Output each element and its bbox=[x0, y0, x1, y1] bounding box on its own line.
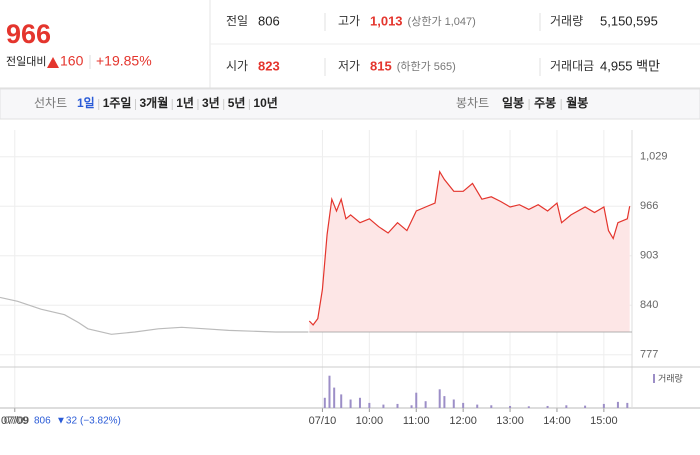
legend-swatch bbox=[653, 374, 655, 383]
tab[interactable]: 5년 bbox=[228, 96, 246, 110]
change-label: 전일대비 bbox=[6, 54, 46, 68]
y-tick-label: 840 bbox=[640, 299, 658, 311]
volume-bar bbox=[415, 392, 418, 408]
stat-value: 806 bbox=[258, 13, 280, 28]
volume-bar bbox=[368, 402, 371, 408]
volume-bar bbox=[323, 397, 326, 408]
tab[interactable]: 1주일 bbox=[103, 96, 132, 110]
volume-bar bbox=[509, 405, 512, 408]
price-line bbox=[0, 296, 309, 335]
x-tick-label: 10:00 bbox=[356, 415, 384, 427]
volume-bar bbox=[616, 401, 619, 408]
volume-bar bbox=[626, 402, 629, 408]
volume-bar bbox=[443, 396, 446, 408]
volume-bar bbox=[438, 389, 441, 408]
stat-value: 4,955 백만 bbox=[600, 58, 660, 73]
volume-bar bbox=[565, 405, 568, 408]
stat-value: 5,150,595 bbox=[600, 13, 658, 28]
y-tick-label: 777 bbox=[640, 349, 658, 361]
x-tick-label: 07/10 bbox=[309, 415, 337, 427]
volume-bar bbox=[476, 404, 479, 408]
area bbox=[309, 171, 630, 332]
stat-label: 거래대금 bbox=[550, 59, 594, 73]
volume-bar bbox=[546, 405, 549, 408]
info-price: 806 bbox=[34, 416, 51, 427]
rate: +19.85% bbox=[96, 53, 152, 69]
volume-bar bbox=[410, 405, 413, 408]
tab[interactable]: 일봉 bbox=[502, 96, 524, 110]
price: 966 bbox=[6, 19, 51, 49]
tab[interactable]: 1일 bbox=[77, 96, 95, 110]
x-tick-label: 15:00 bbox=[590, 415, 618, 427]
volume-bar bbox=[452, 399, 455, 408]
volume-bar bbox=[584, 405, 587, 408]
volume-bar bbox=[333, 387, 336, 408]
change: 160 bbox=[60, 53, 84, 69]
volume-bar bbox=[490, 405, 493, 408]
volume-bar bbox=[462, 402, 465, 408]
tab[interactable]: 3년 bbox=[202, 96, 220, 110]
tab[interactable]: 1년 bbox=[176, 96, 194, 110]
tab[interactable]: 3개월 bbox=[139, 95, 168, 110]
x-tick-label: 07/09 bbox=[1, 415, 29, 427]
volume-bar bbox=[527, 406, 530, 408]
tab-group-label: 봉차트 bbox=[456, 96, 489, 110]
volume-bar bbox=[396, 403, 399, 408]
volume-bar bbox=[382, 404, 385, 408]
stat-label: 저가 bbox=[338, 59, 360, 73]
up-icon bbox=[47, 57, 59, 68]
stat-label: 거래량 bbox=[550, 14, 583, 28]
x-tick-label: 12:00 bbox=[449, 415, 477, 427]
stat-label: 전일 bbox=[226, 14, 248, 28]
x-tick-label: 11:00 bbox=[403, 415, 430, 427]
tab[interactable]: 주봉 bbox=[534, 96, 556, 110]
volume-bar bbox=[602, 403, 605, 408]
y-tick-label: 1,029 bbox=[640, 151, 668, 163]
volume-bar bbox=[358, 397, 361, 408]
legend-label: 거래량 bbox=[658, 372, 683, 383]
stat-value: 815 bbox=[370, 58, 392, 73]
tab[interactable]: 월봉 bbox=[566, 95, 588, 110]
stat-note: (하한가 565) bbox=[397, 59, 456, 73]
y-tick-label: 966 bbox=[640, 200, 658, 212]
info-date: 07/09 bbox=[4, 416, 29, 427]
stat-value: 823 bbox=[258, 58, 280, 73]
volume-bar bbox=[340, 394, 343, 408]
tab-group-label: 선차트 bbox=[34, 96, 67, 110]
x-tick-label: 13:00 bbox=[496, 415, 524, 427]
tab[interactable]: 10년 bbox=[253, 96, 277, 110]
volume-bar bbox=[328, 375, 331, 408]
volume-bar bbox=[424, 401, 427, 408]
stat-value: 1,013 bbox=[370, 13, 403, 28]
x-tick-label: 14:00 bbox=[543, 415, 571, 427]
stat-label: 시가 bbox=[226, 59, 248, 73]
stat-note: (상한가 1,047) bbox=[408, 15, 476, 28]
info-change: ▼32 bbox=[56, 416, 77, 427]
volume-bar bbox=[349, 399, 352, 408]
y-tick-label: 903 bbox=[640, 250, 658, 262]
tab-bar bbox=[0, 88, 700, 120]
stat-label: 고가 bbox=[338, 14, 360, 28]
info-rate: (−3.82%) bbox=[80, 416, 121, 427]
price-line bbox=[308, 169, 631, 326]
